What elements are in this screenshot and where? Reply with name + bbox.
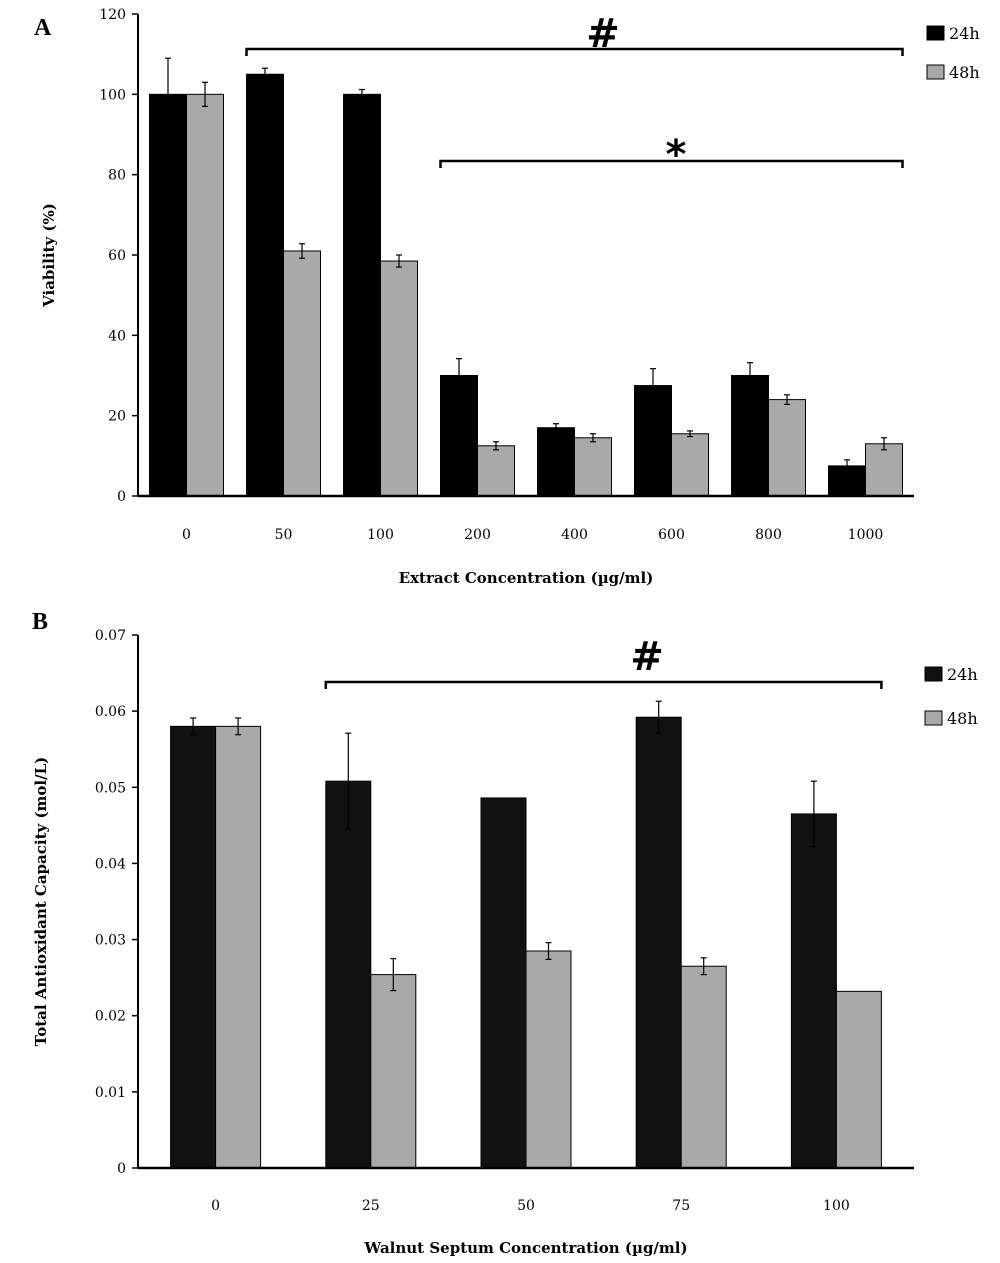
bar-48h-800 [768, 399, 806, 497]
significance-symbol: * [666, 132, 687, 178]
y-tick-label: 120 [99, 7, 126, 23]
bar-24h-800 [731, 375, 769, 497]
x-tick-label: 100 [367, 527, 394, 543]
bar-24h-200 [440, 375, 478, 497]
bar-24h-0 [149, 93, 187, 497]
y-tick-label: 80 [108, 168, 126, 184]
x-tick-label: 1000 [848, 527, 884, 543]
y-tick-label: 20 [108, 409, 126, 425]
bar-24h-75 [635, 716, 682, 1169]
y-tick-label: 0.07 [95, 628, 126, 644]
bar-24h-400 [537, 427, 575, 497]
y-axis-title: Total Antioxidant Capacity (mol/L) [32, 757, 50, 1046]
legend-swatch-24h [926, 25, 945, 41]
y-axis-title: Viability (%) [40, 203, 58, 308]
bar-48h-200 [477, 445, 515, 497]
bar-24h-0 [170, 725, 217, 1169]
legend-label-24h: 24h [949, 24, 980, 43]
bar-24h-100 [343, 93, 381, 497]
x-axis-title: Walnut Septum Concentration (µg/ml) [363, 1239, 687, 1257]
bar-48h-1000 [865, 443, 903, 497]
x-tick-label: 50 [275, 527, 293, 543]
bar-24h-25 [325, 780, 372, 1169]
x-tick-label: 0 [182, 527, 191, 543]
bar-48h-50 [283, 250, 321, 497]
y-tick-label: 0.01 [95, 1085, 126, 1101]
bar-48h-75 [680, 965, 727, 1169]
bar-48h-0 [215, 725, 262, 1169]
y-tick-label: 60 [108, 248, 126, 264]
bar-24h-50 [480, 797, 527, 1169]
bar-24h-50 [246, 73, 284, 497]
x-tick-label: 200 [464, 527, 491, 543]
legend-label-48h: 48h [947, 709, 978, 728]
y-tick-label: 0 [117, 1161, 126, 1177]
x-tick-label: 100 [823, 1198, 850, 1214]
bar-48h-400 [574, 437, 612, 497]
antioxidant-capacity-chart: 0 0.01 0.02 0.03 0.04 0.05 0.06 0.07 0 25 50 75 100 W… [32, 628, 978, 1257]
bar-48h-0 [186, 93, 224, 497]
bar-48h-100 [835, 990, 882, 1169]
x-tick-label: 400 [561, 527, 588, 543]
significance-bracket [245, 47, 904, 56]
panel-letter-a: A [34, 15, 52, 41]
legend-label-48h: 48h [949, 63, 980, 82]
bar-48h-100 [380, 260, 418, 497]
significance-symbol: # [630, 634, 664, 680]
significance-symbol: # [586, 11, 620, 57]
viability-chart: 0 20 40 60 80 100 120 0 50 100 200 400 600 800 1000 Ext… [40, 7, 980, 587]
y-tick-label: 0.03 [95, 933, 126, 949]
x-tick-label: 25 [362, 1198, 380, 1214]
panel-letter-b: B [32, 609, 48, 635]
y-tick-label: 0.04 [95, 856, 126, 872]
bar-48h-600 [671, 433, 709, 497]
legend-label-24h: 24h [947, 665, 978, 684]
y-tick-label: 100 [99, 87, 126, 103]
legend-swatch-24h [924, 666, 943, 682]
x-tick-label: 800 [755, 527, 782, 543]
y-tick-label: 0.06 [95, 704, 126, 720]
x-tick-label: 75 [672, 1198, 690, 1214]
significance-bracket [324, 680, 883, 689]
y-tick-label: 0.05 [95, 780, 126, 796]
bar-24h-100 [790, 813, 837, 1169]
significance-bracket [439, 159, 904, 168]
legend-swatch-48h [926, 64, 945, 80]
y-tick-label: 0.02 [95, 1009, 126, 1025]
bar-48h-25 [370, 974, 417, 1169]
y-tick-label: 0 [117, 489, 126, 505]
x-axis-title: Extract Concentration (µg/ml) [399, 569, 654, 587]
y-tick-label: 40 [108, 328, 126, 344]
x-tick-label: 0 [211, 1198, 220, 1214]
legend-swatch-48h [924, 710, 943, 726]
x-tick-label: 600 [658, 527, 685, 543]
x-tick-label: 50 [517, 1198, 535, 1214]
bar-48h-50 [525, 950, 572, 1169]
